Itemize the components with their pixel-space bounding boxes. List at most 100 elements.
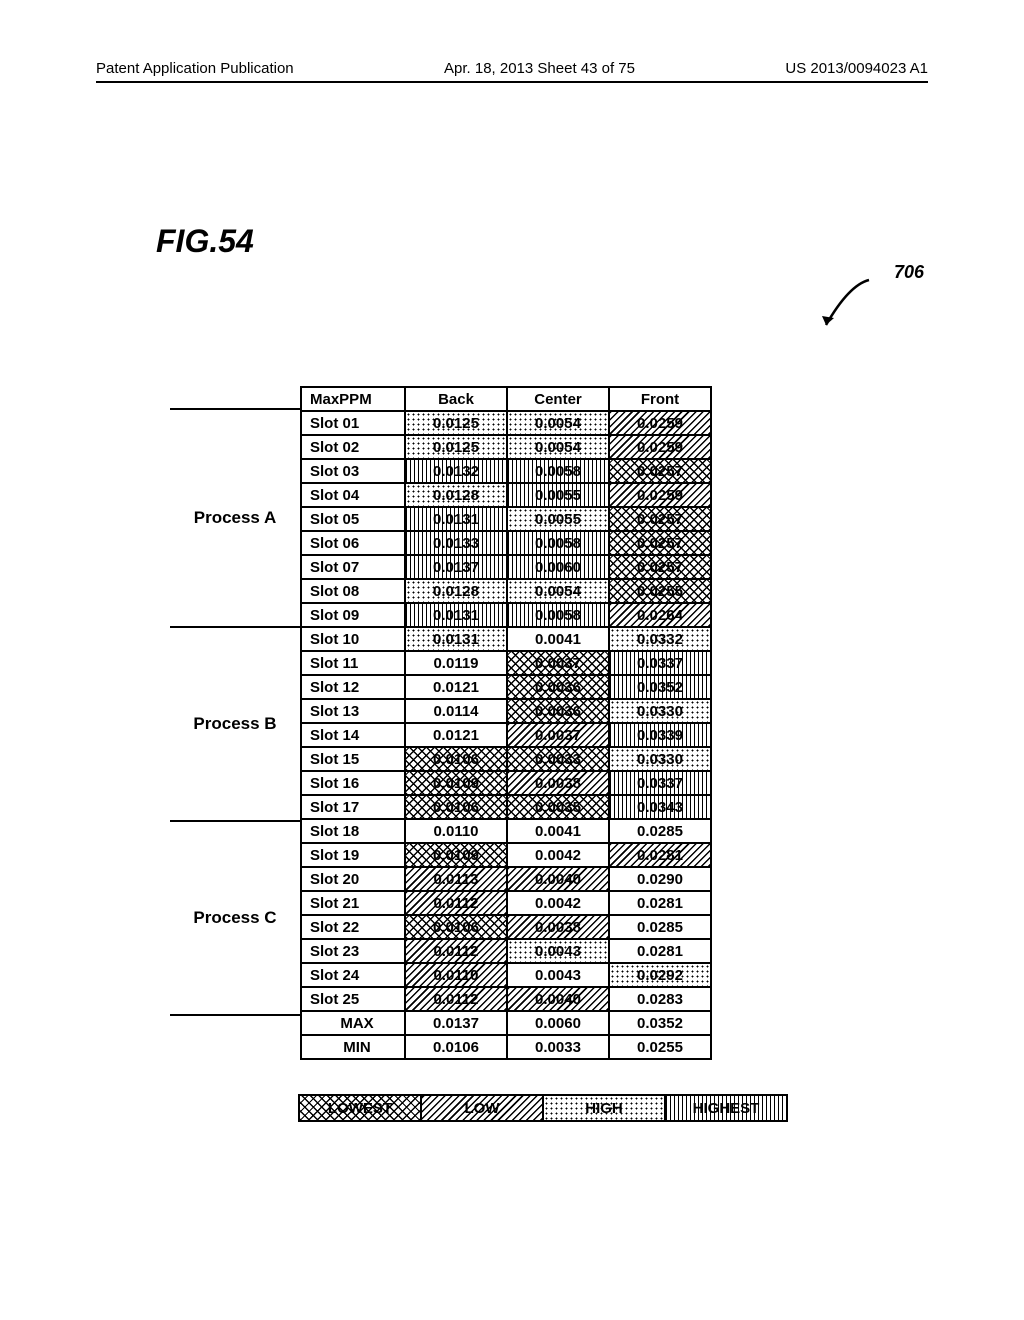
cell-value: 0.0041 (535, 823, 581, 840)
data-cell: 0.0352 (609, 675, 711, 699)
data-table-region: Process AProcess BProcess C MaxPPM Back … (170, 386, 712, 1060)
data-cell: 0.0110 (405, 963, 507, 987)
data-cell: 0.0281 (609, 891, 711, 915)
cell-value: 0.0037 (535, 655, 581, 672)
summary-cell: 0.0106 (405, 1035, 507, 1059)
data-cell: 0.0054 (507, 579, 609, 603)
cell-value: 0.0257 (637, 559, 683, 576)
cell-value: 0.0040 (535, 991, 581, 1008)
cell-value: 0.0137 (433, 559, 479, 576)
slot-cell: Slot 15 (301, 747, 405, 771)
data-cell: 0.0033 (507, 747, 609, 771)
process-label: Process A (170, 408, 300, 628)
slot-cell: Slot 08 (301, 579, 405, 603)
data-cell: 0.0292 (609, 963, 711, 987)
data-cell: 0.0285 (609, 915, 711, 939)
data-cell: 0.0035 (507, 795, 609, 819)
data-cell: 0.0131 (405, 627, 507, 651)
slot-cell: Slot 21 (301, 891, 405, 915)
data-cell: 0.0106 (405, 915, 507, 939)
slot-cell: Slot 10 (301, 627, 405, 651)
data-cell: 0.0133 (405, 531, 507, 555)
slot-cell: Slot 20 (301, 867, 405, 891)
cell-value: 0.0281 (637, 895, 683, 912)
data-cell: 0.0058 (507, 603, 609, 627)
cell-value: 0.0337 (637, 775, 683, 792)
table-row: Slot 12 0.0121 0.00360.0352 (301, 675, 711, 699)
slot-cell: Slot 24 (301, 963, 405, 987)
data-cell: 0.0040 (507, 867, 609, 891)
cell-value: 0.0330 (637, 703, 683, 720)
header-center: Apr. 18, 2013 Sheet 43 of 75 (444, 60, 635, 77)
data-cell: 0.0038 (507, 771, 609, 795)
slot-cell: Slot 03 (301, 459, 405, 483)
process-label: Process B (170, 628, 300, 822)
data-cell: 0.0128 (405, 483, 507, 507)
data-cell: 0.0036 (507, 675, 609, 699)
table-row: Slot 080.01280.00540.0255 (301, 579, 711, 603)
cell-value: 0.0043 (535, 943, 581, 960)
cell-value: 0.0106 (433, 919, 479, 936)
data-cell: 0.0036 (507, 699, 609, 723)
cell-value: 0.0109 (433, 847, 479, 864)
data-cell: 0.0330 (609, 747, 711, 771)
table-row: Slot 240.0110 0.0043 0.0292 (301, 963, 711, 987)
cell-value: 0.0112 (433, 895, 478, 912)
cell-value: 0.0060 (535, 559, 581, 576)
cell-value: 0.0121 (433, 679, 479, 696)
cell-value: 0.0281 (637, 943, 683, 960)
slot-cell: Slot 25 (301, 987, 405, 1011)
data-cell: 0.0339 (609, 723, 711, 747)
table-row: Slot 140.01210.00370.0339 (301, 723, 711, 747)
legend-label: LOWEST (328, 1100, 392, 1117)
slot-cell: Slot 23 (301, 939, 405, 963)
slot-cell: Slot 16 (301, 771, 405, 795)
data-cell: 0.0114 (405, 699, 507, 723)
data-cell: 0.0043 (507, 963, 609, 987)
cell-value: 0.0133 (433, 535, 479, 552)
cell-value: 0.0043 (535, 967, 581, 984)
table-row: Slot 130.01140.00360.0330 (301, 699, 711, 723)
table-row: Slot 040.01280.00550.0259 (301, 483, 711, 507)
legend-item: HIGH (542, 1094, 666, 1122)
cell-value: 0.0106 (433, 751, 479, 768)
slot-cell: Slot 11 (301, 651, 405, 675)
cell-value: 0.0054 (535, 415, 581, 432)
legend: LOWESTLOWHIGHHIGHEST (298, 1094, 786, 1122)
cell-value: 0.0113 (433, 871, 478, 888)
cell-value: 0.0109 (433, 775, 479, 792)
data-cell: 0.0125 (405, 411, 507, 435)
cell-value: 0.0257 (637, 511, 683, 528)
process-label: Process C (170, 822, 300, 1016)
data-cell: 0.0257 (609, 459, 711, 483)
data-cell: 0.0343 (609, 795, 711, 819)
data-cell: 0.0041 (507, 819, 609, 843)
cell-value: 0.0330 (637, 751, 683, 768)
cell-value: 0.0259 (637, 439, 683, 456)
cell-value: 0.0033 (535, 751, 581, 768)
cell-value: 0.0259 (637, 415, 683, 432)
data-cell: 0.0283 (609, 987, 711, 1011)
reference-number: 706 (894, 262, 924, 283)
header-row: MaxPPM Back Center Front (301, 387, 711, 411)
col-header-maxppm: MaxPPM (301, 387, 405, 411)
data-cell: 0.0137 (405, 555, 507, 579)
cell-value: 0.0281 (637, 847, 683, 864)
cell-value: 0.0055 (535, 511, 581, 528)
cell-value: 0.0332 (637, 631, 683, 648)
cell-value: 0.0038 (535, 775, 581, 792)
data-cell: 0.0060 (507, 555, 609, 579)
legend-label: HIGHEST (693, 1100, 760, 1117)
slot-cell: Slot 12 (301, 675, 405, 699)
data-cell: 0.0121 (405, 675, 507, 699)
cell-value: 0.0106 (433, 799, 479, 816)
cell-value: 0.0042 (535, 895, 581, 912)
data-cell: 0.0058 (507, 531, 609, 555)
summary-cell: MAX (301, 1011, 405, 1035)
cell-value: 0.0054 (535, 583, 581, 600)
data-cell: 0.0337 (609, 651, 711, 675)
cell-value: 0.0128 (433, 487, 479, 504)
cell-value: 0.0110 (433, 823, 478, 840)
cell-value: 0.0132 (433, 463, 479, 480)
slot-cell: Slot 22 (301, 915, 405, 939)
